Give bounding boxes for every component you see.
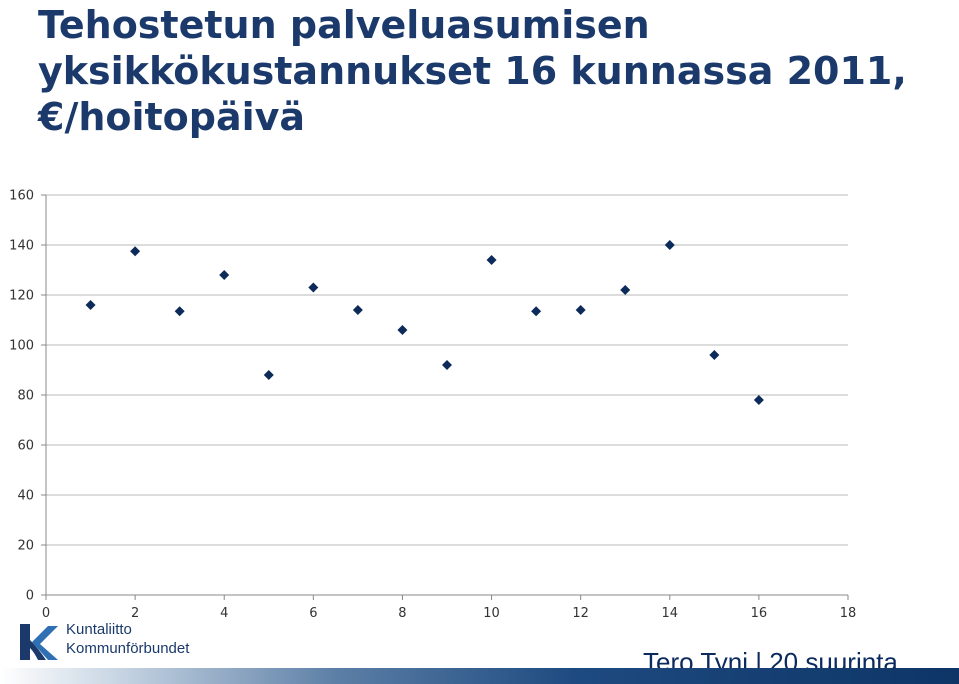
x-tick-label-0: 0 [42, 606, 50, 621]
y-tick-label-2: 40 [17, 489, 34, 504]
x-tick-label-9: 18 [840, 606, 857, 621]
y-tick-labels: 0 20 40 60 80 100 120 140 160 [9, 189, 34, 604]
data-point-16 [753, 395, 764, 405]
x-tick-label-6: 12 [572, 606, 589, 621]
data-point-1 [85, 300, 96, 310]
y-tick-label-6: 120 [9, 289, 34, 304]
data-point-12 [575, 305, 586, 315]
x-tick-labels: 0 2 4 6 8 10 12 14 16 18 [42, 606, 856, 621]
data-point-5 [263, 370, 274, 380]
y-tick-label-4: 80 [17, 389, 34, 404]
data-point-3 [174, 306, 185, 317]
data-point-11 [531, 306, 542, 317]
bottom-bar [0, 668, 959, 684]
data-point-9 [442, 360, 452, 370]
y-tick-label-5: 100 [9, 339, 34, 354]
logo-text: Kuntaliitto Kommunförbundet [66, 620, 189, 658]
x-tick-label-1: 2 [131, 606, 139, 621]
page-title: Tehostetun palveluasumisen yksikkökustan… [38, 3, 907, 139]
x-tick-label-8: 16 [751, 606, 768, 621]
y-tick-label-8: 160 [9, 189, 34, 204]
x-tick-label-7: 14 [662, 606, 679, 621]
data-point-4 [219, 270, 230, 280]
y-tick-label-0: 0 [26, 589, 34, 604]
x-tick-label-4: 8 [398, 606, 406, 621]
y-tick-label-3: 60 [17, 439, 34, 454]
kuntaliitto-logo: Kuntaliitto Kommunförbundet [16, 620, 196, 664]
data-point-7 [352, 305, 363, 315]
data-points [85, 240, 764, 405]
y-tick-label-7: 140 [9, 239, 34, 254]
data-point-13 [620, 285, 631, 295]
data-point-10 [486, 255, 497, 265]
x-tick-label-3: 6 [309, 606, 317, 621]
data-point-6 [308, 282, 319, 293]
axes [41, 194, 849, 600]
grid-lines [46, 194, 848, 546]
kuntaliitto-logo-icon [20, 624, 58, 660]
x-tick-label-2: 4 [220, 606, 228, 621]
data-point-15 [709, 350, 720, 360]
x-tick-label-5: 10 [483, 606, 500, 621]
data-point-14 [664, 240, 675, 250]
y-tick-label-1: 20 [17, 539, 34, 554]
data-point-8 [397, 325, 408, 335]
logo-line-2: Kommunförbundet [66, 640, 190, 657]
data-point-2 [130, 246, 141, 257]
logo-line-1: Kuntaliitto [66, 621, 132, 638]
